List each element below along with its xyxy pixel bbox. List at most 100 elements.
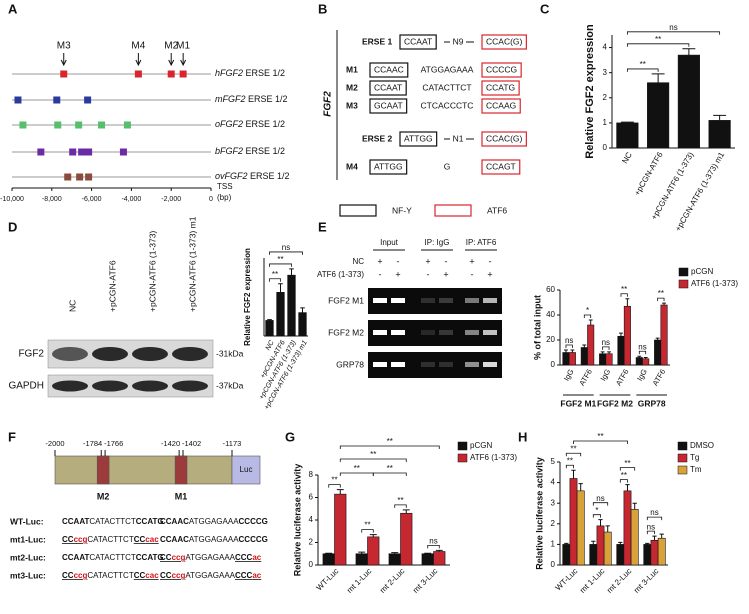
sign: + <box>487 269 492 279</box>
row-label: oFGF2 ERSE 1/2 <box>215 119 285 129</box>
blot-band <box>172 380 208 392</box>
error-bar <box>278 283 283 293</box>
row-label: bFGF2 ERSE 1/2 <box>215 146 285 156</box>
gel-band <box>421 330 435 335</box>
gel-strip <box>368 320 502 346</box>
error-bar <box>402 509 410 514</box>
gel-band <box>373 330 387 335</box>
sign: + <box>395 269 400 279</box>
luc-box <box>231 455 261 485</box>
nfy-site-box <box>399 34 437 50</box>
x-tick-label: mt 3-Luc <box>411 567 439 595</box>
gel-band <box>483 298 497 303</box>
error-bar <box>570 349 575 353</box>
ERSE-site <box>81 148 89 156</box>
significance-label: ** <box>387 437 393 446</box>
x-tick-label: mt 2-Luc <box>378 567 406 595</box>
site-box <box>174 455 188 485</box>
ERSE-site <box>53 96 61 104</box>
nfy-site: ATTGG <box>404 133 433 143</box>
gel-band <box>373 298 387 303</box>
atf6-site: CCATG <box>486 82 515 92</box>
sig-bracket <box>328 484 341 488</box>
error-bar <box>620 121 634 123</box>
panel-label: H <box>518 429 527 444</box>
position-label: -1173 <box>223 439 242 448</box>
atf6-site: CCAAG <box>486 100 516 110</box>
error-bar <box>651 73 665 83</box>
atf6-site-box <box>481 34 527 50</box>
sig-bracket <box>565 344 573 348</box>
construct-label: mt1-Luc: <box>10 534 46 544</box>
y-tick-label: 2 <box>309 538 314 547</box>
group-label: FGF2 M1 <box>560 398 596 408</box>
sequence: CATACTTCT <box>89 553 135 562</box>
bar <box>677 54 700 149</box>
gel-band <box>439 298 453 303</box>
sig-bracket <box>565 452 582 457</box>
error-bar <box>435 549 443 552</box>
bar <box>642 358 650 366</box>
atf6-site-box <box>481 80 520 96</box>
significance-label: ** <box>570 444 576 453</box>
site-box <box>96 455 110 485</box>
x-tick-label: ATF6 <box>614 367 631 387</box>
x-tick-label: IgG <box>598 367 612 382</box>
gel-header: IP: IgG <box>425 238 450 247</box>
y-tick-label: 2 <box>603 93 608 102</box>
significance-label: ns <box>650 508 658 517</box>
sig-bracket <box>427 544 440 549</box>
axis-label: TSS <box>217 182 233 191</box>
sequence: CCAAC <box>160 517 189 526</box>
panel-label: F <box>8 429 16 444</box>
error-bar <box>588 319 593 325</box>
error-bar <box>369 534 377 537</box>
ERSE-site <box>119 148 127 156</box>
arrow-head <box>60 59 67 67</box>
error-bar <box>607 351 611 354</box>
lane-label: +pCGN-ATF6 (1-373) <box>147 231 157 312</box>
x-tick-label: -2,000 <box>161 196 181 203</box>
row-label: ERSE 2 <box>362 133 393 143</box>
sig-bracket <box>339 458 407 462</box>
sequence: CCCac <box>235 571 262 580</box>
bar <box>603 531 612 566</box>
sequence: CCAAT <box>62 553 90 562</box>
sig-bracket <box>565 464 574 469</box>
error-bar <box>564 349 568 353</box>
atf6-site-box <box>481 159 521 175</box>
row-label: ovFGF2 ERSE 1/2 <box>215 171 290 181</box>
bar <box>647 82 670 149</box>
error-bar <box>632 502 637 510</box>
ERSE-site <box>75 121 83 129</box>
lane-label: +pCGN-ATF6 (1-373) m1 <box>187 216 197 312</box>
row-label: ERSE 1 <box>362 36 393 46</box>
ERSE-site <box>85 148 93 156</box>
legend-swatch <box>339 204 377 217</box>
row-label: M2 <box>346 82 358 92</box>
blot-band <box>172 347 208 361</box>
y-tick-label: 4 <box>309 515 314 524</box>
legend-label: Tg <box>690 453 699 462</box>
x-tick-label: 0 <box>209 196 213 203</box>
significance-label: ** <box>364 521 370 530</box>
significance-label: ** <box>655 35 661 44</box>
atf6-site-box <box>481 131 527 147</box>
sign: - <box>445 256 448 266</box>
target-label: FGF2 M1 <box>328 295 364 305</box>
bar <box>650 539 659 566</box>
lane-label: +pCGN-ATF6 <box>107 260 117 312</box>
sig-bracket <box>339 472 374 476</box>
sig-bracket <box>592 502 609 506</box>
y-tick-label: 0 <box>603 143 608 152</box>
bar <box>660 304 668 366</box>
sig-bracket <box>361 529 374 533</box>
gene-label: FGF2 <box>323 91 334 117</box>
error-bar <box>655 337 660 340</box>
blot-band <box>52 380 88 392</box>
legend-label: ATF6 <box>487 205 507 215</box>
row-label: mFGF2 ERSE 1/2 <box>215 94 288 104</box>
error-bar <box>325 552 333 554</box>
axis-label: (bp) <box>217 193 232 202</box>
x-tick-label: -10,000 <box>0 196 24 203</box>
